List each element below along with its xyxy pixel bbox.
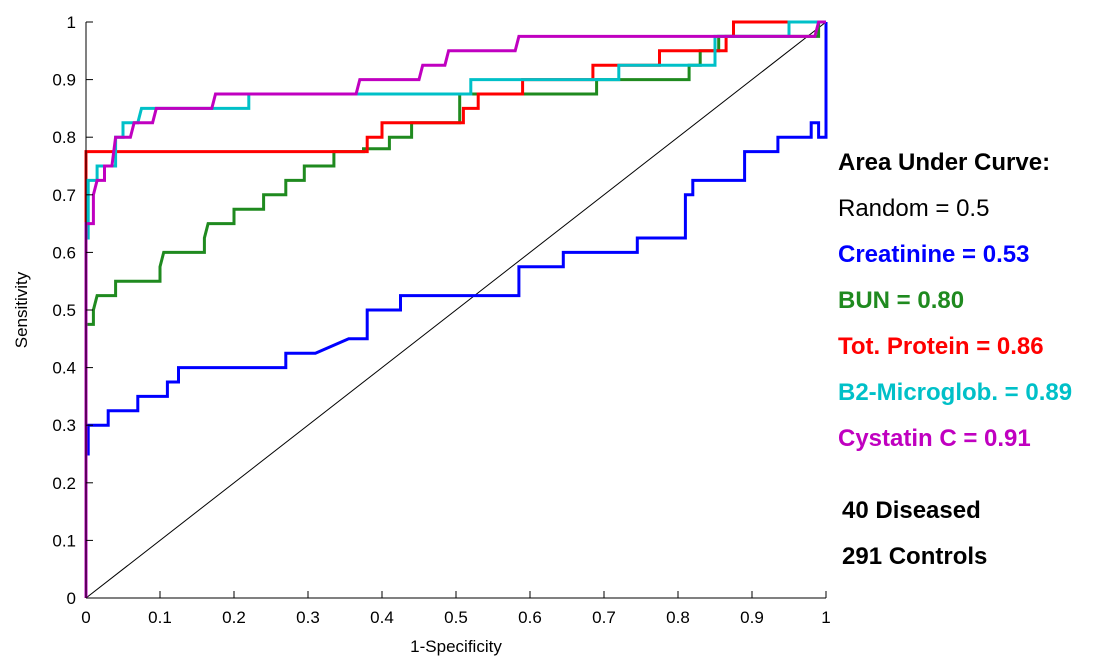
auc-legend: Area Under Curve: Random = 0.5 Creatinin… — [838, 140, 1072, 462]
x-tick-label: 0.4 — [370, 608, 394, 627]
y-tick-label: 0.1 — [52, 531, 76, 550]
x-tick-label: 0 — [81, 608, 90, 627]
x-axis-label: 1-Specificity — [410, 637, 502, 656]
auc-cystatin-c: Cystatin C = 0.91 — [838, 425, 1031, 452]
series-line-cystatin-c — [84, 20, 826, 598]
y-axis-label: Sensitivity — [12, 271, 31, 348]
auc-bun: BUN = 0.80 — [838, 287, 965, 314]
y-tick-label: 0.9 — [52, 71, 76, 90]
x-tick-label: 0.6 — [518, 608, 542, 627]
plot-area — [84, 20, 828, 599]
x-axis: 0 0.1 0.2 0.3 0.4 0.5 0.6 0.7 0.8 0.9 1 — [81, 591, 831, 627]
auc-creatinine: Creatinine = 0.53 — [838, 241, 1030, 268]
random-reference-line — [85, 21, 827, 599]
y-tick-label: 0.4 — [52, 359, 76, 378]
auc-random: Random = 0.5 — [838, 195, 990, 222]
x-tick-label: 0.2 — [222, 608, 246, 627]
series-line-tot-protein — [84, 20, 826, 598]
x-tick-label: 0.7 — [592, 608, 616, 627]
y-axis: 0 0.1 0.2 0.3 0.4 0.5 0.6 0.7 0.8 0.9 1 — [52, 13, 93, 608]
y-tick-label: 0.2 — [52, 474, 76, 493]
auc-total-protein: Tot. Protein = 0.86 — [838, 333, 1044, 360]
x-tick-label: 0.9 — [740, 608, 764, 627]
x-tick-label: 0.8 — [666, 608, 690, 627]
controls-count: 291 Controls — [842, 543, 988, 570]
series-line-creatinine — [84, 22, 828, 598]
y-tick-label: 0 — [67, 589, 76, 608]
x-tick-label: 1 — [821, 608, 830, 627]
auc-title: Area Under Curve: — [838, 149, 1051, 176]
diseased-count: 40 Diseased — [842, 497, 981, 524]
y-tick-label: 0.3 — [52, 416, 76, 435]
x-tick-label: 0.3 — [296, 608, 320, 627]
y-tick-label: 0.5 — [52, 301, 76, 320]
sample-counts: 40 Diseased 291 Controls — [842, 488, 987, 580]
auc-b2-microglobulin: B2-Microglob. = 0.89 — [838, 379, 1073, 406]
y-tick-label: 0.8 — [52, 128, 76, 147]
x-tick-label: 0.5 — [444, 608, 468, 627]
y-tick-label: 1 — [67, 13, 76, 32]
x-tick-label: 0.1 — [148, 608, 172, 627]
y-tick-label: 0.7 — [52, 186, 76, 205]
y-tick-label: 0.6 — [52, 243, 76, 262]
